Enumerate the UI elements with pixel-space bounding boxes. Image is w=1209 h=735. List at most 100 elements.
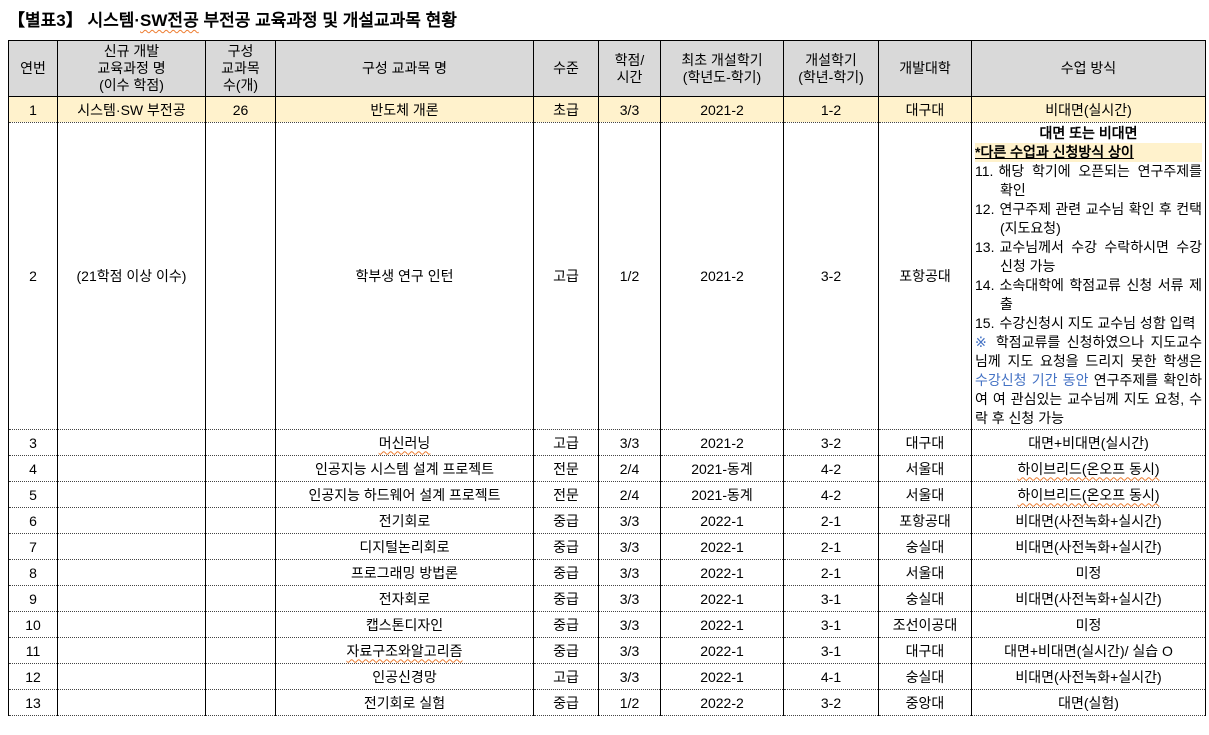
cell-term: 2-1 <box>783 533 879 560</box>
cell-credit-hours: 3/3 <box>598 611 661 638</box>
page-title-part1: 【별표3】 시스템· <box>8 11 141 30</box>
note-footnote-text: 학점교류를 신청하였으나 지도교수님께 지도 요청을 드리지 못한 학생은 <box>975 334 1202 369</box>
cell-credit-hours: 3/3 <box>598 533 661 560</box>
cell-univ: 대구대 <box>878 429 972 456</box>
note-item: 11. 해당 학기에 오픈되는 연구주제를 확인 <box>975 162 1202 200</box>
note-footnote-text: 연구주제를 확인하여 여 관심있는 교수님께 지도 요청, 수락 후 신청 가능 <box>975 372 1202 426</box>
header-no: 연번 <box>8 40 58 97</box>
cell-course-name: 학부생 연구 인턴 <box>275 122 534 430</box>
cell-course-name: 디지털논리회로 <box>275 533 534 560</box>
cell-no: 10 <box>8 611 58 638</box>
cell-course-name: 인공지능 시스템 설계 프로젝트 <box>275 455 534 482</box>
cell-first-term: 2022-1 <box>660 585 784 612</box>
cell-univ: 포항공대 <box>878 122 972 430</box>
cell-mode: 대면+비대면(실시간) <box>971 429 1206 456</box>
cell-no: 4 <box>8 455 58 482</box>
header-program: 신규 개발 교육과정 명 (이수 학점) <box>57 40 206 97</box>
note-subtitle-text: *다른 수업과 신청방식 상이 <box>975 143 1202 162</box>
cell-course-name: 인공지능 하드웨어 설계 프로젝트 <box>275 481 534 508</box>
cell-mode: 비대면(사전녹화+실시간) <box>971 507 1206 534</box>
cell-credit-hours: 1/2 <box>598 689 661 716</box>
cell-credit-hours: 3/3 <box>598 96 661 123</box>
cell-term: 1-2 <box>783 96 879 123</box>
cell-first-term: 2021-2 <box>660 122 784 430</box>
note-item-number: 11. <box>975 163 994 179</box>
cell-first-term: 2022-1 <box>660 533 784 560</box>
cell-course-name: 전기회로 실험 <box>275 689 534 716</box>
cell-program <box>57 429 206 456</box>
cell-first-term: 2022-1 <box>660 507 784 534</box>
cell-count <box>205 585 276 612</box>
cell-program <box>57 611 206 638</box>
page-title-squiggle-word: SW전공 <box>140 11 199 30</box>
header-course-count: 구성 교과목 수(개) <box>205 40 276 97</box>
cell-level: 중급 <box>533 585 599 612</box>
table-row: 12 인공신경망 고급 3/3 2022-1 4-1 숭실대 비대면(사전녹화+… <box>8 663 1206 690</box>
cell-term: 3-2 <box>783 122 879 430</box>
page-title-part2: 부전공 교육과정 및 개설교과목 현황 <box>198 11 457 30</box>
cell-course-name: 전자회로 <box>275 585 534 612</box>
cell-mode: 미정 <box>971 611 1206 638</box>
cell-program <box>57 689 206 716</box>
cell-credit-hours: 2/4 <box>598 455 661 482</box>
header-mode: 수업 방식 <box>971 40 1206 97</box>
cell-level: 고급 <box>533 429 599 456</box>
document-page: 【별표3】 시스템·SW전공 부전공 교육과정 및 개설교과목 현황 연번 신규… <box>8 6 1206 716</box>
note-footnote-blue-text: 수강신청 기간 동안 <box>975 372 1089 388</box>
cell-term: 3-1 <box>783 585 879 612</box>
cell-count <box>205 455 276 482</box>
cell-program <box>57 455 206 482</box>
cell-no: 7 <box>8 533 58 560</box>
cell-level: 중급 <box>533 533 599 560</box>
cell-univ: 서울대 <box>878 455 972 482</box>
table-row: 3 머신러닝 고급 3/3 2021-2 3-2 대구대 대면+비대면(실시간) <box>8 429 1206 456</box>
cell-credit-hours: 3/3 <box>598 429 661 456</box>
cell-level: 중급 <box>533 689 599 716</box>
cell-mode: 비대면(사전녹화+실시간) <box>971 585 1206 612</box>
note-item-text: 수강신청시 지도 교수님 성함 입력 <box>999 315 1196 331</box>
cell-mode: 하이브리드(온오프 동시) <box>971 481 1206 508</box>
header-level: 수준 <box>533 40 599 97</box>
cell-count <box>205 559 276 586</box>
cell-program: 시스템·SW 부전공 <box>57 96 206 123</box>
cell-univ: 포항공대 <box>878 507 972 534</box>
cell-level: 초급 <box>533 96 599 123</box>
note-subtitle: *다른 수업과 신청방식 상이 <box>975 143 1202 162</box>
cell-level: 중급 <box>533 611 599 638</box>
cell-course-name: 머신러닝 <box>275 429 534 456</box>
table-row: 8 프로그래밍 방법론 중급 3/3 2022-1 2-1 서울대 미정 <box>8 559 1206 586</box>
table-row: 11 자료구조와알고리즘 중급 3/3 2022-1 3-1 대구대 대면+비대… <box>8 637 1206 664</box>
table-row: 13 전기회로 실험 중급 1/2 2022-2 3-2 중앙대 대면(실험) <box>8 689 1206 716</box>
cell-no: 6 <box>8 507 58 534</box>
cell-credit-hours: 3/3 <box>598 585 661 612</box>
cell-first-term: 2021-2 <box>660 96 784 123</box>
cell-program <box>57 507 206 534</box>
cell-program <box>57 637 206 664</box>
cell-term: 4-1 <box>783 663 879 690</box>
table-row: 7 디지털논리회로 중급 3/3 2022-1 2-1 숭실대 비대면(사전녹화… <box>8 533 1206 560</box>
table-row: 5 인공지능 하드웨어 설계 프로젝트 전문 2/4 2021-동계 4-2 서… <box>8 481 1206 508</box>
cell-first-term: 2021-동계 <box>660 481 784 508</box>
cell-count <box>205 663 276 690</box>
note-item-text: 연구주제 관련 교수님 확인 후 컨택(지도요청) <box>999 201 1202 236</box>
cell-mode: 하이브리드(온오프 동시) <box>971 455 1206 482</box>
note-item: 13. 교수님께서 수강 수락하시면 수강신청 가능 <box>975 238 1202 276</box>
note-item-text: 해당 학기에 오픈되는 연구주제를 확인 <box>998 163 1202 198</box>
note-footnote-marker: ※ <box>975 334 990 350</box>
cell-first-term: 2021-2 <box>660 429 784 456</box>
cell-no: 1 <box>8 96 58 123</box>
cell-term: 4-2 <box>783 455 879 482</box>
cell-no: 12 <box>8 663 58 690</box>
cell-level: 전문 <box>533 455 599 482</box>
table-body: 1 시스템·SW 부전공 26 반도체 개론 초급 3/3 2021-2 1-2… <box>8 96 1206 716</box>
cell-mode: 비대면(실시간) <box>971 96 1206 123</box>
table-row: 1 시스템·SW 부전공 26 반도체 개론 초급 3/3 2021-2 1-2… <box>8 96 1206 123</box>
cell-term: 3-2 <box>783 689 879 716</box>
table-row: 10 캡스톤디자인 중급 3/3 2022-1 3-1 조선이공대 미정 <box>8 611 1206 638</box>
cell-count <box>205 481 276 508</box>
cell-course-name: 캡스톤디자인 <box>275 611 534 638</box>
cell-course-name: 프로그래밍 방법론 <box>275 559 534 586</box>
page-title: 【별표3】 시스템·SW전공 부전공 교육과정 및 개설교과목 현황 <box>8 6 1205 31</box>
header-univ: 개발대학 <box>878 40 972 97</box>
cell-program <box>57 663 206 690</box>
